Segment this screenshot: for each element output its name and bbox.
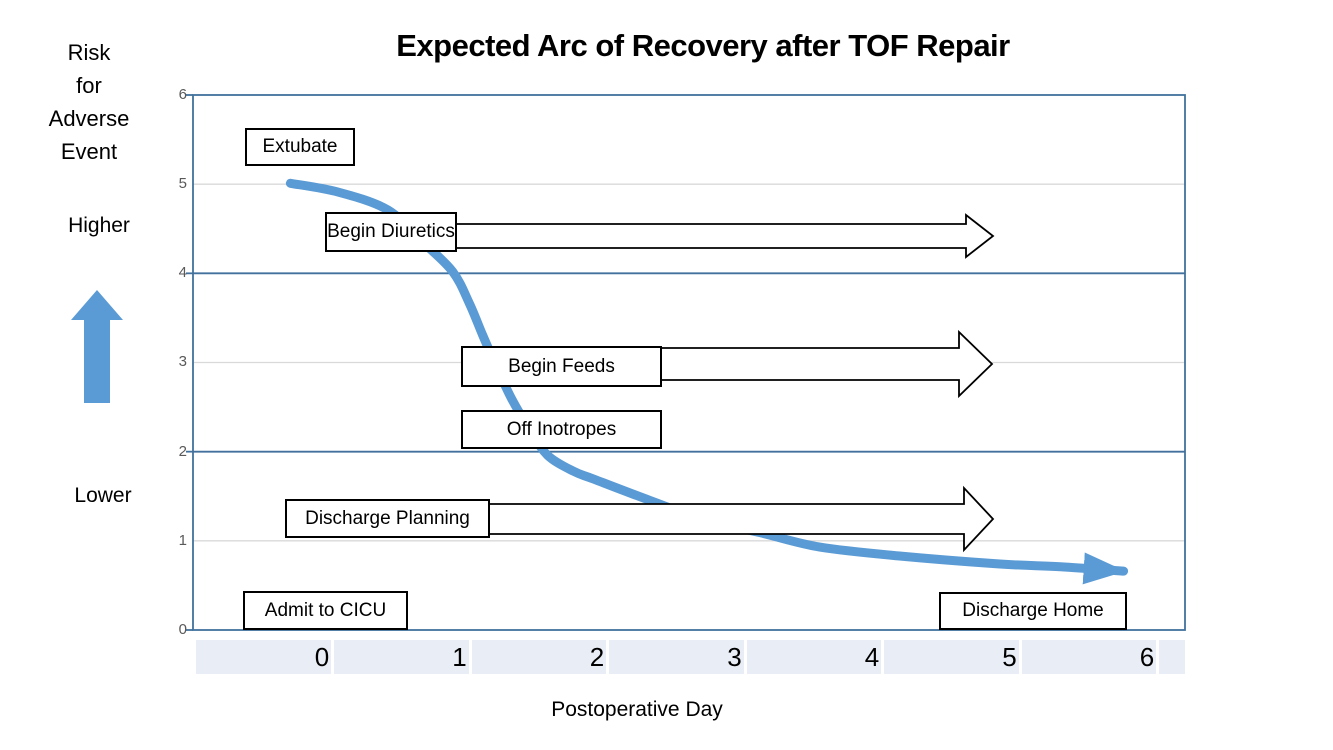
x-axis-band: 0 1 2 3 4 5 6: [196, 640, 1185, 674]
lower-label: Lower: [74, 484, 132, 507]
begin-feeds-label-box: Begin Feeds: [461, 346, 662, 387]
y-axis-title-line: for: [76, 73, 102, 98]
discharge-planning-label-box: Discharge Planning: [285, 499, 490, 538]
x-tick-label: 0: [314, 642, 330, 672]
chart-title: Expected Arc of Recovery after TOF Repai…: [396, 28, 1010, 63]
band-separator: [1156, 640, 1159, 674]
x-tick-label: 2: [589, 642, 605, 672]
recovery-curve: [285, 178, 1129, 585]
higher-label: Higher: [68, 214, 130, 237]
band-separator: [743, 640, 747, 674]
plot-border: [192, 94, 1186, 631]
y-axis-title-line: Event: [60, 139, 118, 164]
x-axis-title: Postoperative Day: [551, 698, 723, 721]
y-tick-label: 2: [178, 442, 187, 460]
y-axis-title-line: Adverse: [48, 106, 130, 131]
band-separator: [1018, 640, 1022, 674]
admit-cicu-label-box: Admit to CICU: [243, 591, 408, 630]
y-tick-label: 4: [178, 264, 187, 282]
diuretics-timeline-arrow: [455, 213, 995, 259]
y-axis-title-line: Risk: [67, 40, 111, 65]
x-tick-label: 5: [1002, 642, 1017, 672]
y-tick-label: 5: [178, 175, 187, 193]
feeds-timeline-arrow: [659, 329, 994, 399]
off-inotropes-label-box: Off Inotropes: [461, 410, 662, 449]
axis-ticks: [186, 94, 193, 631]
gridlines: [193, 183, 1185, 542]
extubate-label-box: Extubate: [245, 128, 355, 166]
y-tick-label: 0: [178, 621, 187, 638]
y-tick-label: 3: [178, 353, 187, 371]
x-tick-label: 4: [864, 642, 880, 672]
y-axis-title: Risk for Adverse Event: [29, 36, 149, 168]
band-separator: [606, 640, 609, 674]
discharge-home-label-box: Discharge Home: [939, 592, 1127, 630]
band-separator: [468, 640, 472, 674]
begin-diuretics-label-box: Begin Diuretics: [325, 212, 457, 252]
band-separator: [881, 640, 884, 674]
x-tick-label: 6: [1139, 642, 1155, 672]
discharge-timeline-arrow: [488, 485, 995, 553]
risk-up-arrow-icon: [71, 290, 123, 403]
x-tick-label: 1: [452, 642, 467, 672]
band-separator: [331, 640, 334, 674]
y-tick-label: 1: [178, 531, 187, 549]
x-tick-label: 3: [727, 642, 742, 672]
y-tick-label: 6: [178, 85, 187, 103]
